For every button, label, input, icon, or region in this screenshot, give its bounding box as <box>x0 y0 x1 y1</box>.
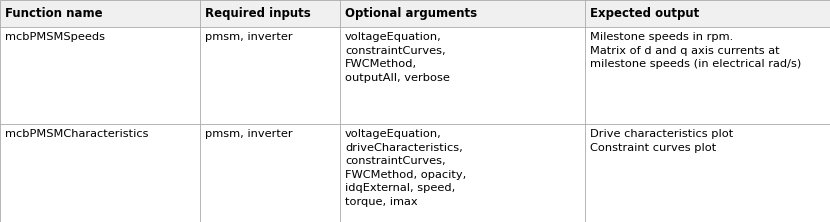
Bar <box>0 0 830 27</box>
Text: voltageEquation,
driveCharacteristics,
constraintCurves,
FWCMethod, opacity,
idq: voltageEquation, driveCharacteristics, c… <box>345 129 466 207</box>
Text: Required inputs: Required inputs <box>205 7 310 20</box>
Text: voltageEquation,
constraintCurves,
FWCMethod,
outputAll, verbose: voltageEquation, constraintCurves, FWCMe… <box>345 32 450 83</box>
Text: Expected output: Expected output <box>590 7 699 20</box>
Bar <box>0 27 830 124</box>
Bar <box>0 124 830 222</box>
Text: Drive characteristics plot
Constraint curves plot: Drive characteristics plot Constraint cu… <box>590 129 733 153</box>
Text: mcbPMSMSpeeds: mcbPMSMSpeeds <box>5 32 105 42</box>
Text: pmsm, inverter: pmsm, inverter <box>205 129 293 139</box>
Text: Optional arguments: Optional arguments <box>345 7 477 20</box>
Text: mcbPMSMCharacteristics: mcbPMSMCharacteristics <box>5 129 149 139</box>
Text: pmsm, inverter: pmsm, inverter <box>205 32 293 42</box>
Text: Milestone speeds in rpm.
Matrix of d and q axis currents at
milestone speeds (in: Milestone speeds in rpm. Matrix of d and… <box>590 32 801 69</box>
Text: Function name: Function name <box>5 7 103 20</box>
